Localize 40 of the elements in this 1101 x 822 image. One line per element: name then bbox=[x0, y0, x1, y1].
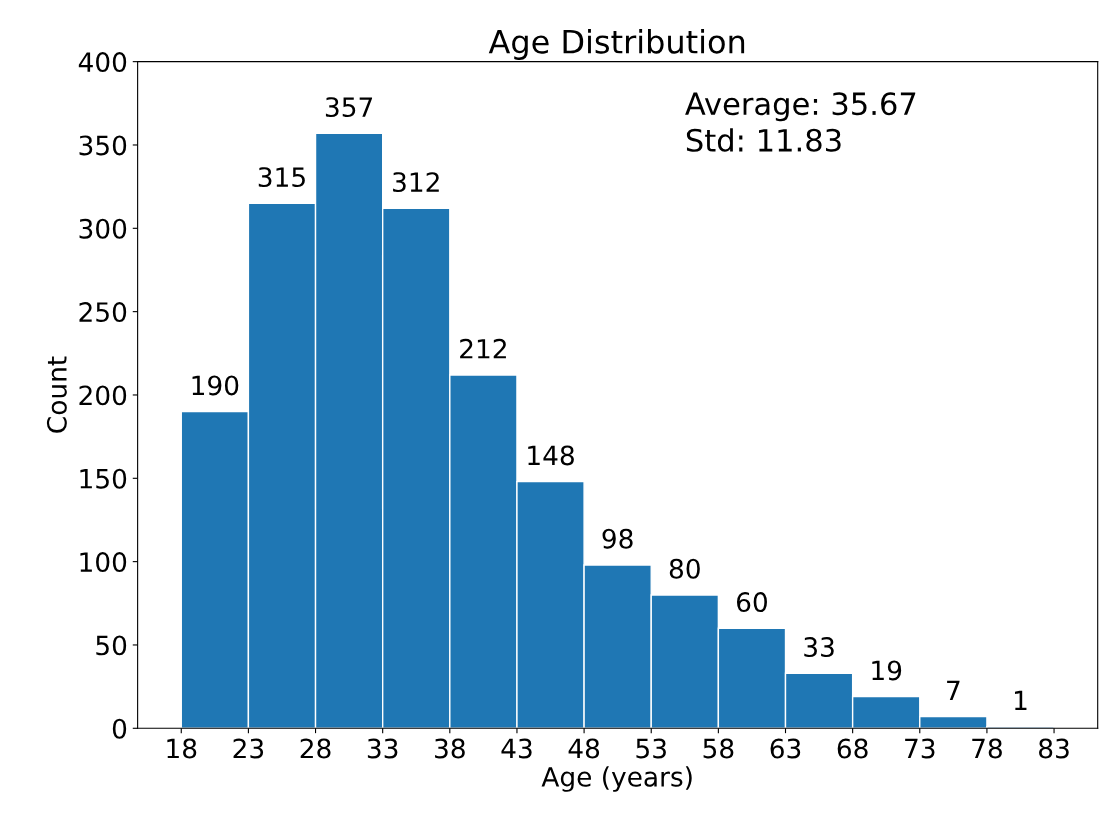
data-label: 19 bbox=[872, 660, 902, 681]
data-label: 315 bbox=[258, 167, 305, 188]
x-axis-title: Age (years) bbox=[541, 766, 692, 792]
y-tick-label: 250 bbox=[79, 302, 127, 323]
data-label: 212 bbox=[460, 338, 506, 359]
data-label: 357 bbox=[325, 97, 373, 118]
y-tick-label: 200 bbox=[79, 385, 127, 406]
x-tick-label: 38 bbox=[435, 738, 465, 759]
data-label: 33 bbox=[804, 637, 834, 658]
y-tick-label: 0 bbox=[112, 718, 127, 739]
data-label: 190 bbox=[192, 375, 239, 396]
x-tick-label: 83 bbox=[1039, 738, 1069, 759]
data-label: 312 bbox=[393, 172, 439, 193]
data-label: 60 bbox=[736, 592, 767, 613]
x-tick-label: 23 bbox=[233, 738, 264, 759]
x-tick-label: 28 bbox=[300, 738, 331, 759]
x-tick-label: 73 bbox=[905, 738, 935, 759]
x-tick-label: 43 bbox=[501, 738, 532, 759]
data-label: 80 bbox=[669, 558, 700, 579]
y-tick-label: 350 bbox=[79, 135, 127, 156]
x-tick-label: 33 bbox=[367, 738, 398, 759]
data-label: 98 bbox=[602, 528, 633, 549]
y-axis-title: Count bbox=[46, 356, 67, 433]
x-tick-label: 58 bbox=[703, 738, 734, 759]
data-label: 148 bbox=[528, 445, 574, 466]
x-tick-label: 18 bbox=[167, 738, 197, 759]
y-tick-label: 50 bbox=[96, 635, 127, 656]
x-tick-label: 48 bbox=[568, 738, 600, 759]
data-label: 1 bbox=[1014, 690, 1027, 711]
annotation: Average: 35.67 Std: 11.83 bbox=[685, 92, 916, 152]
y-tick-label: 300 bbox=[79, 218, 127, 239]
x-tick-label: 78 bbox=[972, 738, 1002, 759]
y-tick-label: 400 bbox=[78, 52, 127, 73]
y-tick-label: 100 bbox=[80, 552, 127, 573]
x-tick-label: 68 bbox=[837, 738, 868, 759]
x-tick-label: 63 bbox=[770, 738, 801, 759]
data-label: 7 bbox=[947, 680, 960, 701]
chart-title: Age Distribution bbox=[488, 29, 745, 60]
y-tick-label: 150 bbox=[80, 468, 127, 489]
x-tick-label: 53 bbox=[636, 738, 666, 759]
